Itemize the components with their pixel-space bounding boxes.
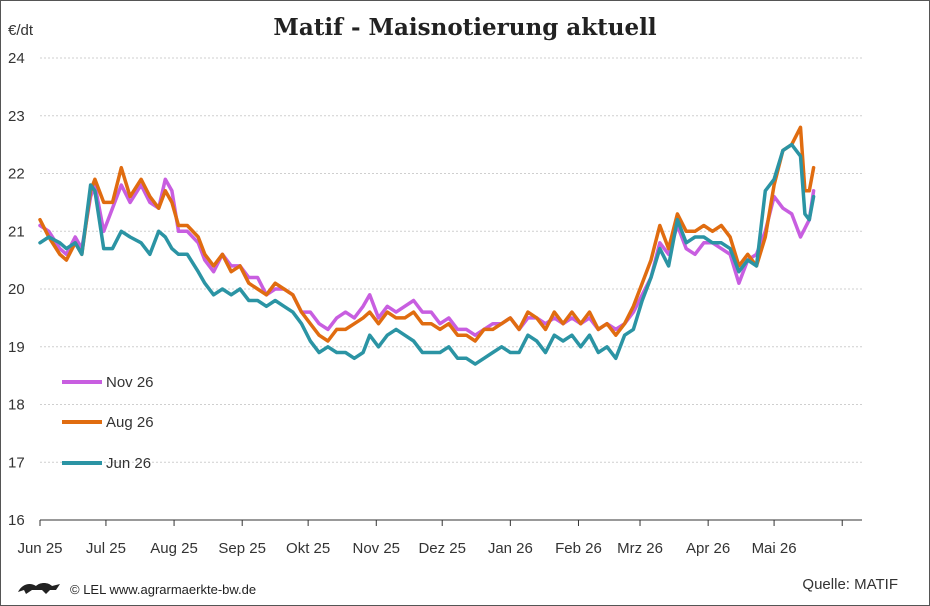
series-line-nov-26 [38, 177, 816, 337]
x-tick-label: Jun 25 [17, 540, 62, 557]
x-tick-label: Aug 25 [150, 540, 198, 557]
legend: Nov 26 Aug 26 Jun 26 [62, 374, 154, 472]
series-line-jun-26 [38, 142, 816, 366]
y-tick-label: 23 [8, 108, 25, 125]
x-tick-label: Mrz 26 [617, 540, 663, 557]
x-tick-label: Nov 25 [353, 540, 401, 557]
chart-title: Matif - Maisnotierung aktuell [273, 14, 657, 41]
x-tick-label: Feb 26 [555, 540, 602, 557]
x-axis: Jun 25 Jul 25 Aug 25 Sep 25 Okt 25 Nov 25 Dez … [17, 519, 862, 557]
x-tick-label: Jan 26 [488, 540, 533, 557]
y-tick-label: 21 [8, 223, 25, 240]
x-tick-label: Sep 25 [218, 540, 266, 557]
lion-crest-icon [18, 583, 60, 594]
legend-label: Jun 26 [106, 455, 151, 472]
x-tick-label: Dez 25 [418, 540, 466, 557]
y-tick-label: 24 [8, 50, 25, 67]
y-tick-label: 17 [8, 454, 25, 471]
footer-source: Quelle: MATIF [802, 576, 898, 593]
y-tick-label: 18 [8, 397, 25, 414]
x-tick-label: Apr 26 [686, 540, 730, 557]
y-tick-label: 20 [8, 281, 25, 298]
footer-credit: © LEL www.agrarmaerkte-bw.de [70, 582, 257, 597]
series-lines [38, 125, 816, 366]
legend-label: Aug 26 [106, 414, 154, 431]
x-tick-label: Okt 25 [286, 540, 330, 557]
y-tick-label: 16 [8, 512, 25, 529]
legend-label: Nov 26 [106, 374, 154, 391]
x-tick-label: Mai 26 [752, 540, 797, 557]
y-tick-label: 19 [8, 339, 25, 356]
y-axis-label: €/dt [8, 22, 34, 39]
series-line-aug-26 [38, 125, 816, 343]
y-axis-ticks: 16 17 18 19 20 21 22 23 24 [8, 50, 25, 529]
x-tick-label: Jul 25 [86, 540, 126, 557]
y-tick-label: 22 [8, 166, 25, 183]
